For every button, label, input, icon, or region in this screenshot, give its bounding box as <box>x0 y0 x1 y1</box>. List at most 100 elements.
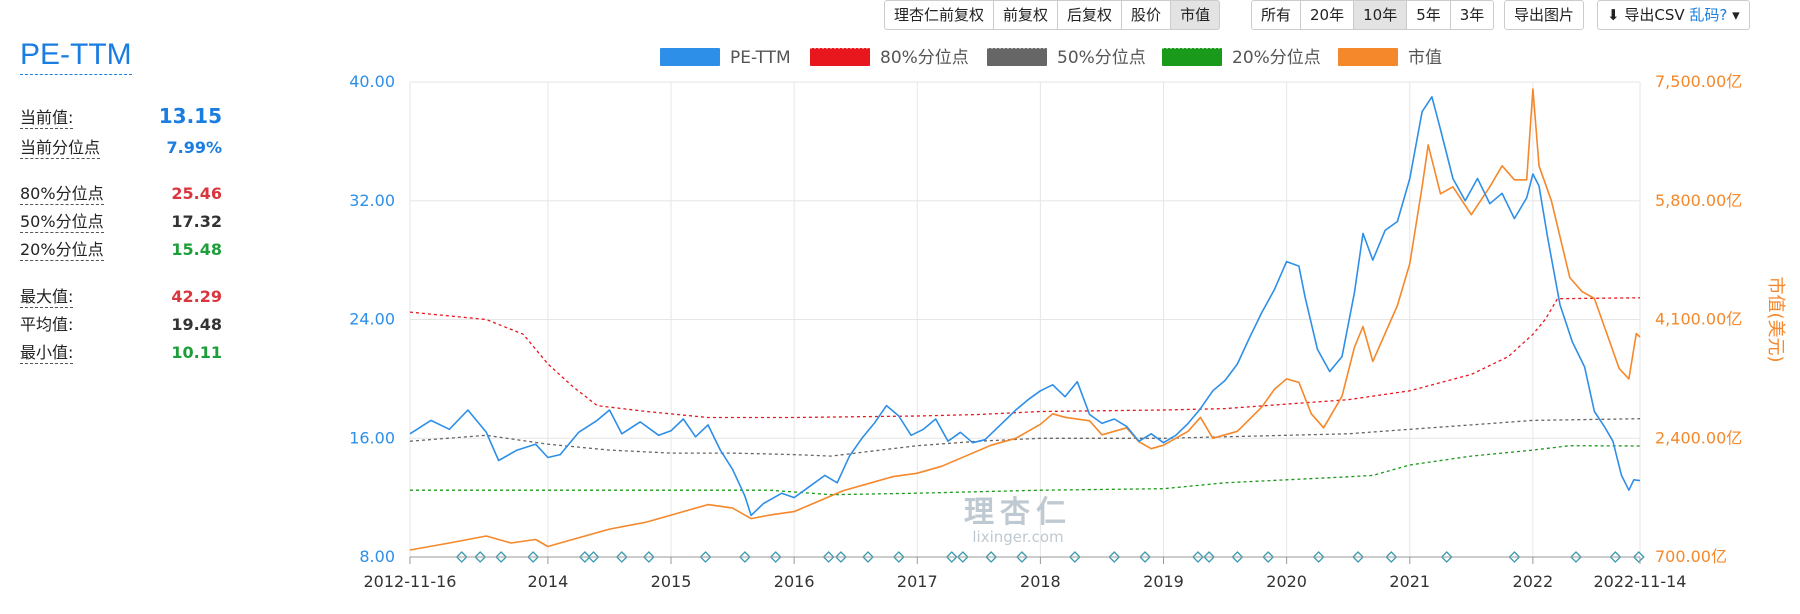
export-csv-button[interactable]: ⬇ 导出CSV 乱码? ▾ <box>1597 0 1750 30</box>
export-image-group: 导出图片 <box>1504 0 1585 30</box>
y-right-tick-label: 7,500.00亿 <box>1655 72 1742 91</box>
series-line <box>409 96 1641 517</box>
toolbar-button[interactable]: 3年 <box>1450 0 1495 30</box>
stat-row: 50%分位点 17.32 <box>20 208 222 233</box>
legend-swatch <box>660 48 720 66</box>
event-marker <box>1609 551 1622 563</box>
event-marker <box>738 551 751 563</box>
event-marker <box>1231 551 1244 563</box>
legend-swatch <box>987 48 1047 66</box>
stat-value: 7.99% <box>166 138 222 157</box>
watermark-logo: 理杏仁 <box>964 495 1072 530</box>
adjust-group: 理杏仁前复权 前复权 后复权 股价 市值 <box>884 0 1221 30</box>
stat-row: 20%分位点 15.48 <box>20 236 222 261</box>
series-line <box>409 88 1641 551</box>
export-image-button[interactable]: 导出图片 <box>1504 0 1585 30</box>
export-csv-group: ⬇ 导出CSV 乱码? ▾ <box>1597 0 1750 30</box>
x-tick-label: 2018 <box>1020 572 1061 591</box>
event-marker <box>474 551 487 563</box>
legend-label: 50%分位点 <box>1057 48 1146 68</box>
event-marker <box>642 551 655 563</box>
stat-value: 42.29 <box>171 287 222 306</box>
event-marker <box>769 551 782 563</box>
toolbar-button[interactable]: 理杏仁前复权 <box>884 0 995 30</box>
event-marker <box>835 551 847 563</box>
x-tick-label: 2021 <box>1389 572 1430 591</box>
x-tick-label: 2016 <box>774 572 815 591</box>
legend-label: 80%分位点 <box>880 48 969 68</box>
toolbar-button[interactable]: 后复权 <box>1058 0 1123 30</box>
stat-label: 最大值: <box>20 283 74 308</box>
event-marker <box>587 551 600 563</box>
event-marker <box>527 551 540 563</box>
y-right-tick-label: 4,100.00亿 <box>1655 310 1742 329</box>
stat-label: 当前分位点 <box>20 134 101 159</box>
y-left-tick-label: 40.00 <box>349 72 395 91</box>
x-tick-label: 2017 <box>897 572 938 591</box>
toolbar-button[interactable]: 所有 <box>1251 0 1302 30</box>
stat-label: 最小值: <box>20 339 74 364</box>
event-marker <box>615 551 628 563</box>
event-marker <box>985 551 998 563</box>
legend-label: 20%分位点 <box>1232 48 1321 68</box>
y-left-tick-label: 16.00 <box>349 428 395 447</box>
stat-label: 80%分位点 <box>20 180 104 205</box>
event-marker <box>1312 551 1325 563</box>
stat-row: 最小值: 10.11 <box>20 339 222 364</box>
series-line <box>410 445 1641 496</box>
stat-row: 平均值: 19.48 <box>20 311 222 335</box>
garbled-help-link[interactable]: 乱码? <box>1689 6 1728 24</box>
toolbar-button[interactable]: 20年 <box>1301 0 1355 30</box>
event-marker <box>1139 551 1151 563</box>
series-line <box>409 297 1641 419</box>
toolbar-button[interactable]: 股价 <box>1122 0 1172 30</box>
event-marker <box>1016 551 1028 563</box>
legend-label: PE-TTM <box>730 48 791 68</box>
stat-value: 10.11 <box>171 343 222 362</box>
legend-label: 市值 <box>1408 48 1442 68</box>
x-tick-label: 2022-11-14 <box>1594 572 1687 591</box>
x-tick-label: 2012-11-16 <box>364 572 457 591</box>
y-right-axis-title: 市值(美元) <box>1765 276 1786 362</box>
event-marker <box>1262 551 1275 563</box>
event-marker <box>862 551 874 563</box>
legend-swatch <box>1338 48 1398 66</box>
stat-label: 20%分位点 <box>20 236 104 261</box>
x-tick-label: 2014 <box>528 572 569 591</box>
stat-value: 19.48 <box>171 315 222 334</box>
range-group: 所有 20年 10年 5年 3年 <box>1251 0 1495 30</box>
event-marker <box>578 551 591 563</box>
stat-label: 当前值: <box>20 104 74 129</box>
event-marker <box>495 551 508 563</box>
stat-row: 当前分位点 7.99% <box>20 134 222 159</box>
event-marker <box>1385 551 1398 563</box>
event-marker <box>1068 551 1081 563</box>
toolbar-button[interactable]: 10年 <box>1354 0 1408 30</box>
stat-value: 15.48 <box>171 240 222 259</box>
series-line <box>409 418 1641 457</box>
event-marker <box>1508 551 1521 563</box>
event-marker <box>1192 551 1204 563</box>
y-left-tick-label: 8.00 <box>359 547 395 566</box>
event-marker <box>822 551 835 563</box>
download-icon: ⬇ <box>1607 6 1620 24</box>
toolbar-button[interactable]: 5年 <box>1407 0 1451 30</box>
x-tick-label: 2019 <box>1143 572 1184 591</box>
stat-value: 25.46 <box>171 184 222 203</box>
toolbar-button[interactable]: 市值 <box>1171 0 1221 30</box>
caret-down-icon: ▾ <box>1732 6 1740 24</box>
y-left-tick-label: 24.00 <box>349 310 395 329</box>
x-tick-label: 2015 <box>651 572 692 591</box>
stat-label: 50%分位点 <box>20 208 104 233</box>
y-left-tick-label: 32.00 <box>349 191 395 210</box>
event-marker <box>1570 551 1582 563</box>
toolbar-button[interactable]: 前复权 <box>994 0 1059 30</box>
export-csv-label: 导出CSV <box>1624 6 1685 24</box>
page-title: PE-TTM <box>20 38 132 75</box>
event-marker <box>1440 551 1453 563</box>
y-right-tick-label: 700.00亿 <box>1655 547 1727 566</box>
event-marker <box>455 551 468 563</box>
event-marker <box>892 551 905 563</box>
legend-swatch <box>1162 48 1222 66</box>
